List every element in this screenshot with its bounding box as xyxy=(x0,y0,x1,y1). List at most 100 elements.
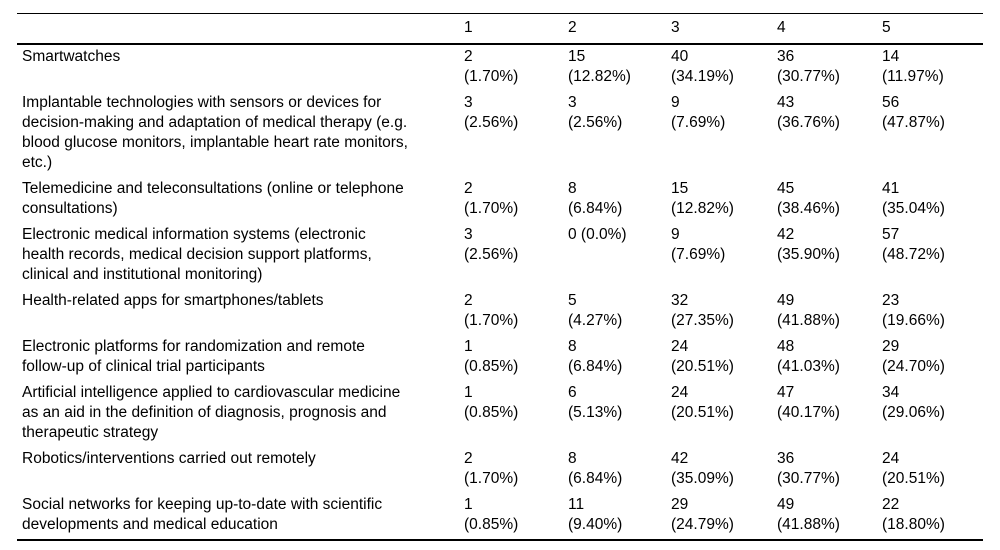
cell-count: 3 xyxy=(568,94,577,111)
cell-count: 48 xyxy=(777,338,795,355)
table-cell: 8 (6.84%) xyxy=(568,335,671,381)
cell-count: 9 xyxy=(671,226,680,243)
cell-percentage: (24.70%) xyxy=(882,358,945,375)
table-cell: 6 (5.13%) xyxy=(568,381,671,447)
cell-percentage: (48.72%) xyxy=(882,246,945,263)
cell-count: 8 xyxy=(568,180,577,197)
cell-count: 1 xyxy=(464,338,473,355)
cell-count: 8 xyxy=(568,450,577,467)
column-header-3: 3 xyxy=(671,13,777,45)
cell-percentage: (41.88%) xyxy=(777,312,840,329)
cell-count: 45 xyxy=(777,180,795,197)
likert-results-table: 1 2 3 4 5 Smartwatches 2 (1.70%) 15 (12.… xyxy=(17,13,983,541)
table-cell: 41 (35.04%) xyxy=(882,177,983,223)
cell-percentage: (2.56%) xyxy=(568,114,623,131)
table-cell: 24 (20.51%) xyxy=(671,381,777,447)
cell-count: 57 xyxy=(882,226,900,243)
table-cell: 40 (34.19%) xyxy=(671,44,777,91)
cell-percentage: (1.70%) xyxy=(464,200,519,217)
cell-count: 8 xyxy=(568,338,577,355)
cell-percentage: (24.79%) xyxy=(671,516,734,533)
table-cell: 42 (35.90%) xyxy=(777,223,882,289)
cell-count: 41 xyxy=(882,180,900,197)
table-cell: 42 (35.09%) xyxy=(671,447,777,493)
table-cell: 11 (9.40%) xyxy=(568,493,671,541)
table-cell: 1 (0.85%) xyxy=(464,493,568,541)
cell-count: 32 xyxy=(671,292,689,309)
column-header-1: 1 xyxy=(464,13,568,45)
cell-percentage: (12.82%) xyxy=(671,200,734,217)
cell-count: 24 xyxy=(882,450,900,467)
row-label: Robotics/interventions carried out remot… xyxy=(22,450,316,467)
table-cell: 3 (2.56%) xyxy=(568,91,671,177)
cell-count: 22 xyxy=(882,496,900,513)
row-label: Artificial intelligence applied to cardi… xyxy=(22,384,401,441)
cell-count: 36 xyxy=(777,48,795,65)
table-cell: 32 (27.35%) xyxy=(671,289,777,335)
cell-percentage: (27.35%) xyxy=(671,312,734,329)
table-cell: 22 (18.80%) xyxy=(882,493,983,541)
table-cell: 23 (19.66%) xyxy=(882,289,983,335)
cell-count: 40 xyxy=(671,48,689,65)
cell-percentage: (1.70%) xyxy=(464,68,519,85)
table-cell: 49 (41.88%) xyxy=(777,289,882,335)
table-cell: 1 (0.85%) xyxy=(464,335,568,381)
cell-count: 56 xyxy=(882,94,900,111)
cell-percentage: (0.85%) xyxy=(464,516,519,533)
cell-count: 3 xyxy=(464,94,473,111)
table-cell: 45 (38.46%) xyxy=(777,177,882,223)
table-cell: 24 (20.51%) xyxy=(882,447,983,493)
row-label: Smartwatches xyxy=(22,48,121,65)
cell-percentage: (35.04%) xyxy=(882,200,945,217)
table-cell: 3 (2.56%) xyxy=(464,223,568,289)
cell-count: 43 xyxy=(777,94,795,111)
cell-percentage: (7.69%) xyxy=(671,246,726,263)
cell-count: 11 xyxy=(568,496,585,513)
table-cell: 8 (6.84%) xyxy=(568,447,671,493)
row-label: Implantable technologies with sensors or… xyxy=(22,94,408,171)
table-cell: 2 (1.70%) xyxy=(464,447,568,493)
cell-count: 0 (0.0%) xyxy=(568,226,627,243)
cell-count: 1 xyxy=(464,384,473,401)
cell-percentage: (11.97%) xyxy=(882,68,944,85)
table-cell: 14 (11.97%) xyxy=(882,44,983,91)
table-cell: 34 (29.06%) xyxy=(882,381,983,447)
cell-percentage: (2.56%) xyxy=(464,114,519,131)
row-label: Telemedicine and teleconsultations (onli… xyxy=(22,180,404,217)
cell-count: 24 xyxy=(671,338,689,355)
cell-percentage: (20.51%) xyxy=(882,470,945,487)
cell-count: 36 xyxy=(777,450,795,467)
table-cell: 2 (1.70%) xyxy=(464,177,568,223)
cell-percentage: (34.19%) xyxy=(671,68,734,85)
table-cell: 48 (41.03%) xyxy=(777,335,882,381)
row-label: Electronic platforms for randomization a… xyxy=(22,338,365,375)
cell-percentage: (5.13%) xyxy=(568,404,623,421)
table-cell: 8 (6.84%) xyxy=(568,177,671,223)
cell-percentage: (41.88%) xyxy=(777,516,840,533)
cell-percentage: (6.84%) xyxy=(568,200,623,217)
table-cell: 36 (30.77%) xyxy=(777,44,882,91)
table-cell: 1 (0.85%) xyxy=(464,381,568,447)
cell-count: 6 xyxy=(568,384,577,401)
table-row: Electronic platforms for randomization a… xyxy=(17,335,983,381)
cell-percentage: (7.69%) xyxy=(671,114,726,131)
cell-percentage: (1.70%) xyxy=(464,312,519,329)
table-cell: 43 (36.76%) xyxy=(777,91,882,177)
cell-percentage: (30.77%) xyxy=(777,470,840,487)
table-cell: 56 (47.87%) xyxy=(882,91,983,177)
table-row: Telemedicine and teleconsultations (onli… xyxy=(17,177,983,223)
column-header-4: 4 xyxy=(777,13,882,45)
cell-percentage: (47.87%) xyxy=(882,114,945,131)
cell-percentage: (19.66%) xyxy=(882,312,945,329)
cell-percentage: (35.90%) xyxy=(777,246,840,263)
cell-count: 24 xyxy=(671,384,689,401)
cell-count: 2 xyxy=(464,292,473,309)
cell-percentage: (35.09%) xyxy=(671,470,734,487)
cell-percentage: (0.85%) xyxy=(464,358,519,375)
table-cell: 9 (7.69%) xyxy=(671,91,777,177)
cell-count: 2 xyxy=(464,180,473,197)
cell-count: 42 xyxy=(777,226,795,243)
cell-count: 2 xyxy=(464,450,473,467)
cell-percentage: (29.06%) xyxy=(882,404,945,421)
